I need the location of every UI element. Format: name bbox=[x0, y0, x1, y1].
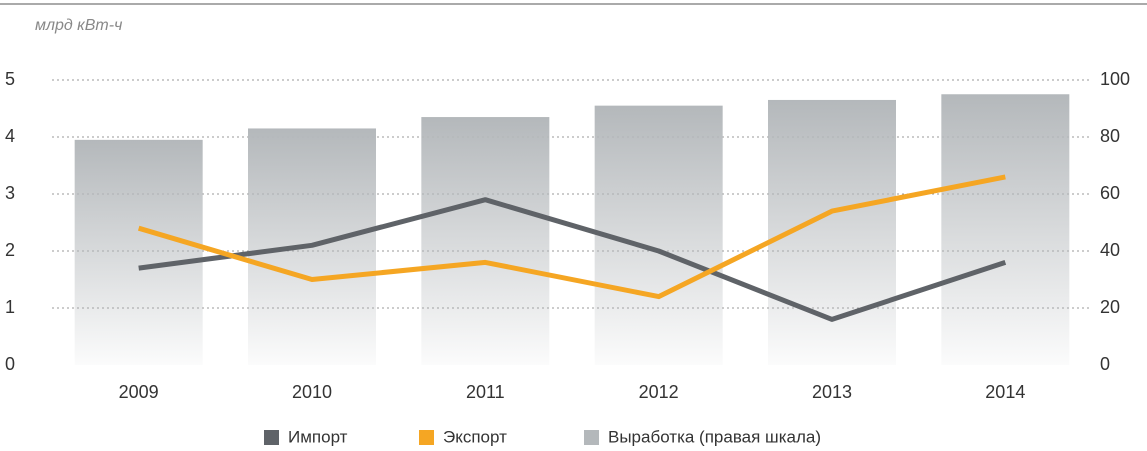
y-tick-label: 3 bbox=[5, 183, 15, 203]
legend-label: Импорт bbox=[288, 427, 348, 446]
y-tick-label: 4 bbox=[5, 126, 15, 146]
bar bbox=[594, 105, 723, 366]
legend-label: Выработка (правая шкала) bbox=[608, 427, 821, 446]
legend-swatch bbox=[584, 430, 599, 445]
y2-tick-label: 60 bbox=[1100, 183, 1120, 203]
y2-tick-label: 40 bbox=[1100, 240, 1120, 260]
bar bbox=[941, 94, 1070, 365]
x-tick-label: 2013 bbox=[812, 382, 852, 402]
y2-tick-label: 20 bbox=[1100, 297, 1120, 317]
x-tick-label: 2010 bbox=[292, 382, 332, 402]
legend-label: Экспорт bbox=[443, 427, 507, 446]
line bbox=[137, 174, 1006, 300]
legend-swatch bbox=[419, 430, 434, 445]
legend-swatch bbox=[264, 430, 279, 445]
y-tick-label: 2 bbox=[5, 240, 15, 260]
y-tick-label: 5 bbox=[5, 69, 15, 89]
subtitle: млрд кВт-ч bbox=[35, 17, 122, 34]
x-tick-label: 2009 bbox=[119, 382, 159, 402]
bar bbox=[421, 117, 550, 365]
y2-tick-label: 0 bbox=[1100, 354, 1110, 374]
x-tick-label: 2011 bbox=[466, 382, 505, 402]
line bbox=[138, 197, 1007, 322]
y2-tick-label: 80 bbox=[1100, 126, 1120, 146]
y2-tick-label: 100 bbox=[1100, 69, 1130, 89]
bar bbox=[74, 139, 203, 365]
x-tick-label: 2012 bbox=[639, 382, 679, 402]
y-tick-label: 0 bbox=[5, 354, 15, 374]
y-tick-label: 1 bbox=[5, 297, 15, 317]
x-tick-label: 2014 bbox=[985, 382, 1025, 402]
